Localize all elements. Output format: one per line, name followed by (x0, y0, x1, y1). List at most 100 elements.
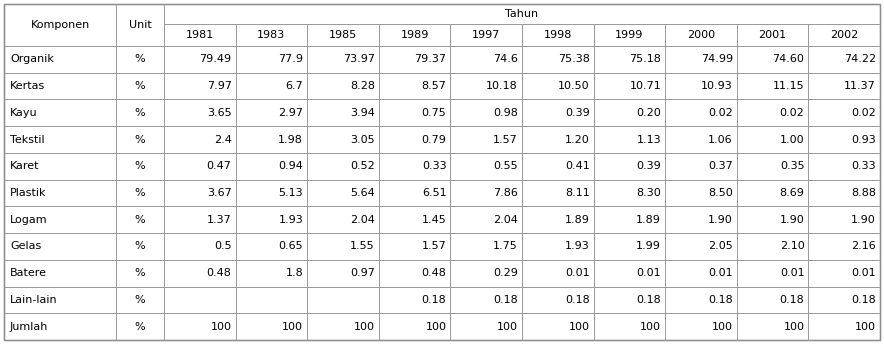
Bar (116, 180, 164, 206)
Bar (164, 126, 236, 153)
Bar (522, 180, 593, 206)
Bar (451, 24, 522, 46)
Text: 1.90: 1.90 (708, 215, 733, 225)
Bar (665, 206, 736, 233)
Text: 3.65: 3.65 (207, 108, 232, 118)
Bar (236, 260, 308, 287)
Bar (379, 126, 451, 153)
Text: 100: 100 (497, 322, 518, 332)
Text: 1999: 1999 (615, 30, 644, 40)
Text: 7.86: 7.86 (493, 188, 518, 198)
Bar (4, 126, 116, 153)
Bar (451, 153, 522, 180)
Text: 1.93: 1.93 (565, 241, 590, 251)
Bar (4, 287, 116, 313)
Text: Tekstil: Tekstil (10, 135, 44, 144)
Text: Batere: Batere (10, 268, 47, 278)
Bar (665, 233, 736, 260)
Bar (308, 46, 379, 73)
Bar (116, 313, 164, 340)
Text: 8.30: 8.30 (636, 188, 661, 198)
Bar (736, 313, 808, 340)
Text: 0.47: 0.47 (207, 161, 232, 171)
Text: 2.04: 2.04 (493, 215, 518, 225)
Bar (736, 99, 808, 126)
Text: 0.37: 0.37 (708, 161, 733, 171)
Bar (808, 99, 880, 126)
Text: 8.11: 8.11 (565, 188, 590, 198)
Text: %: % (134, 81, 145, 91)
Bar (116, 260, 164, 287)
Text: 1981: 1981 (186, 30, 214, 40)
Bar (308, 180, 379, 206)
Text: 74.6: 74.6 (493, 54, 518, 64)
Text: 1983: 1983 (257, 30, 286, 40)
Text: 2.05: 2.05 (708, 241, 733, 251)
Text: 74.60: 74.60 (773, 54, 804, 64)
Bar (808, 180, 880, 206)
Bar (593, 287, 665, 313)
Bar (593, 153, 665, 180)
Text: 1.55: 1.55 (350, 241, 375, 251)
Bar (522, 126, 593, 153)
Text: 0.33: 0.33 (422, 161, 446, 171)
Bar (308, 24, 379, 46)
Bar (308, 206, 379, 233)
Bar (736, 46, 808, 73)
Bar (236, 180, 308, 206)
Bar (522, 24, 593, 46)
Bar (522, 153, 593, 180)
Bar (808, 24, 880, 46)
Text: 10.93: 10.93 (701, 81, 733, 91)
Bar (736, 260, 808, 287)
Bar (4, 313, 116, 340)
Bar (379, 99, 451, 126)
Text: 75.38: 75.38 (558, 54, 590, 64)
Bar (665, 153, 736, 180)
Text: 0.01: 0.01 (780, 268, 804, 278)
Bar (736, 287, 808, 313)
Text: 0.01: 0.01 (636, 268, 661, 278)
Text: 1.93: 1.93 (278, 215, 303, 225)
Bar (522, 233, 593, 260)
Text: 2.04: 2.04 (350, 215, 375, 225)
Text: 100: 100 (783, 322, 804, 332)
Text: 100: 100 (568, 322, 590, 332)
Text: %: % (134, 268, 145, 278)
Text: %: % (134, 215, 145, 225)
Text: 1.37: 1.37 (207, 215, 232, 225)
Bar (116, 46, 164, 73)
Bar (236, 233, 308, 260)
Bar (116, 99, 164, 126)
Bar (164, 73, 236, 99)
Text: 0.48: 0.48 (422, 268, 446, 278)
Text: 0.01: 0.01 (565, 268, 590, 278)
Bar (308, 287, 379, 313)
Bar (451, 99, 522, 126)
Bar (4, 260, 116, 287)
Bar (116, 126, 164, 153)
Text: 2.16: 2.16 (851, 241, 876, 251)
Bar (164, 206, 236, 233)
Bar (522, 313, 593, 340)
Bar (522, 73, 593, 99)
Bar (736, 233, 808, 260)
Text: 0.48: 0.48 (207, 268, 232, 278)
Text: 0.18: 0.18 (851, 295, 876, 305)
Text: 1.75: 1.75 (493, 241, 518, 251)
Text: 0.93: 0.93 (851, 135, 876, 144)
Text: 0.65: 0.65 (278, 241, 303, 251)
Bar (236, 206, 308, 233)
Text: 79.49: 79.49 (200, 54, 232, 64)
Text: 0.01: 0.01 (851, 268, 876, 278)
Bar (116, 4, 164, 46)
Bar (116, 233, 164, 260)
Bar (116, 73, 164, 99)
Text: 1.89: 1.89 (636, 215, 661, 225)
Bar (665, 313, 736, 340)
Bar (379, 46, 451, 73)
Bar (451, 313, 522, 340)
Bar (236, 313, 308, 340)
Bar (665, 46, 736, 73)
Bar (736, 153, 808, 180)
